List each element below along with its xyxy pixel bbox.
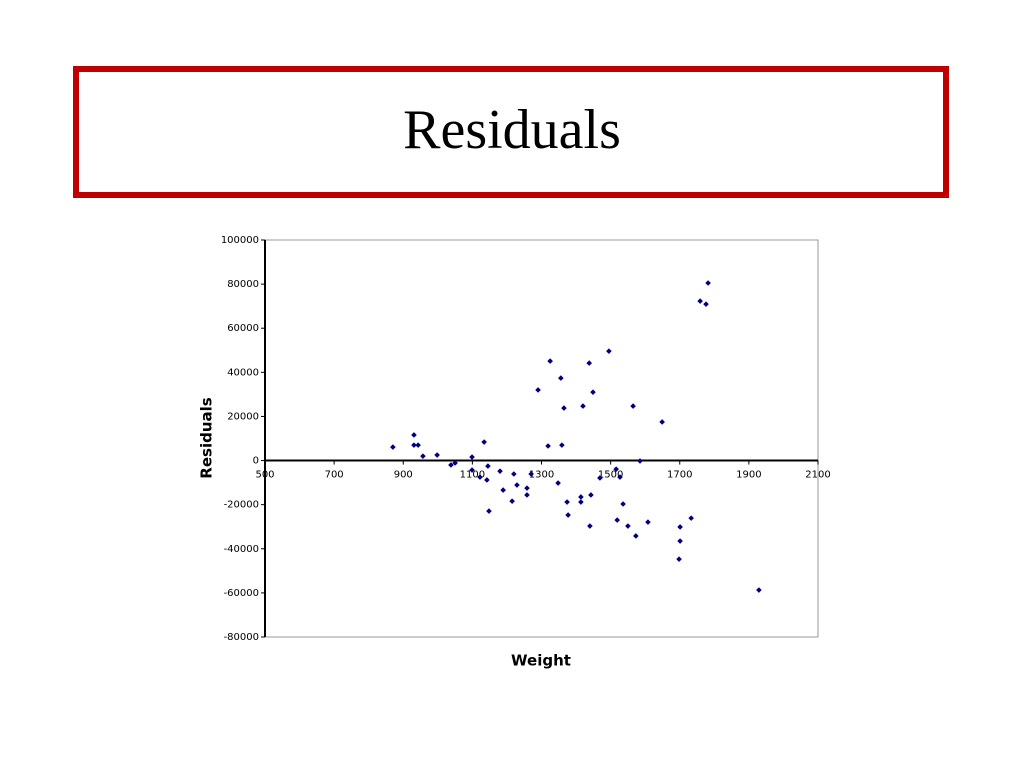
point <box>587 523 593 529</box>
point <box>597 475 603 481</box>
point <box>588 492 594 498</box>
point <box>500 487 506 493</box>
x-tick-label: 500 <box>255 470 274 481</box>
point <box>677 538 683 544</box>
y-tick-label: 100000 <box>221 235 259 246</box>
point <box>524 485 530 491</box>
point <box>481 439 487 445</box>
point <box>645 519 651 525</box>
point <box>578 494 584 500</box>
y-tick-label: -40000 <box>224 544 259 555</box>
point <box>630 403 636 409</box>
x-tick-label: 1100 <box>460 470 485 481</box>
point <box>659 419 665 425</box>
x-tick-label: 1700 <box>667 470 692 481</box>
point <box>677 524 683 530</box>
point <box>411 442 417 448</box>
point <box>697 298 703 304</box>
y-tick-label: 0 <box>253 456 259 467</box>
point <box>561 405 567 411</box>
point <box>625 523 631 529</box>
point <box>555 480 561 486</box>
point <box>469 454 475 460</box>
point <box>688 515 694 521</box>
point <box>509 498 515 504</box>
point <box>469 467 475 473</box>
point <box>756 587 762 593</box>
point <box>390 444 396 450</box>
point <box>614 517 620 523</box>
point <box>565 512 571 518</box>
point <box>511 471 517 477</box>
point <box>580 403 586 409</box>
point <box>434 452 440 458</box>
y-tick-label: -60000 <box>224 588 259 599</box>
point <box>485 463 491 469</box>
plot-area <box>264 239 819 638</box>
point <box>514 482 520 488</box>
y-tick-label: 60000 <box>227 323 259 334</box>
point <box>578 499 584 505</box>
y-tick-label: 40000 <box>227 367 259 378</box>
point <box>558 375 564 381</box>
point <box>528 471 534 477</box>
point <box>477 474 483 480</box>
y-tick-label: 20000 <box>227 411 259 422</box>
point <box>586 360 592 366</box>
point <box>633 533 639 539</box>
point <box>420 453 426 459</box>
point <box>637 458 643 464</box>
point <box>486 508 492 514</box>
point <box>452 460 458 466</box>
y-tick-label: -20000 <box>224 500 259 511</box>
point <box>606 348 612 354</box>
x-tick-label: 700 <box>325 470 344 481</box>
x-axis-label: Weight <box>511 652 571 670</box>
point <box>547 358 553 364</box>
title-box <box>73 66 949 198</box>
x-tick-label: 1300 <box>529 470 554 481</box>
point <box>703 301 709 307</box>
point <box>497 468 503 474</box>
point <box>484 477 490 483</box>
point <box>411 432 417 438</box>
point <box>613 466 619 472</box>
point <box>559 442 565 448</box>
y-tick-label: 80000 <box>227 279 259 290</box>
point <box>415 442 421 448</box>
y-tick-label: -80000 <box>224 632 259 643</box>
x-tick-label: 1900 <box>736 470 761 481</box>
y-axis-label: Residuals <box>198 397 216 478</box>
point <box>524 492 530 498</box>
slide-title: Residuals <box>403 99 621 161</box>
point <box>620 501 626 507</box>
point <box>564 499 570 505</box>
point <box>535 387 541 393</box>
point <box>545 443 551 449</box>
point <box>705 280 711 286</box>
x-tick-label: 1500 <box>598 470 623 481</box>
x-tick-label: 2100 <box>805 470 830 481</box>
point <box>617 474 623 480</box>
point <box>448 462 454 468</box>
point <box>590 389 596 395</box>
x-tick-label: 900 <box>394 470 413 481</box>
point <box>676 556 682 562</box>
